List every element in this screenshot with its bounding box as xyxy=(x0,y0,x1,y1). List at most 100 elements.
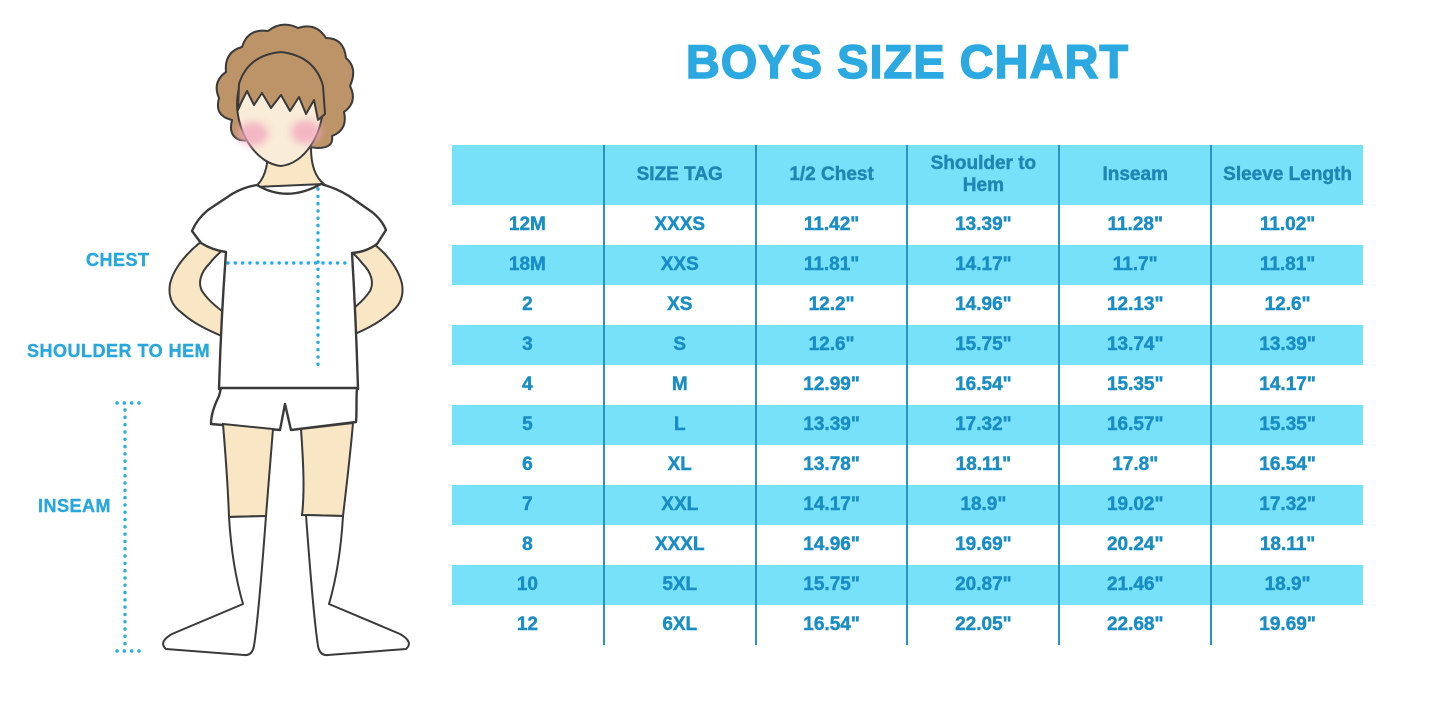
value-cell: 11.02" xyxy=(1259,214,1316,235)
table-row: 2 XS 12.2" 14.96" 12.13" 12.6" xyxy=(452,285,1363,325)
size-cell: 3 xyxy=(452,325,605,365)
value-cell: XXXL xyxy=(603,525,757,565)
value-cell: 17.32" xyxy=(1211,485,1363,525)
value-cell: 14.96" xyxy=(907,285,1061,325)
inseam-label: INSEAM xyxy=(38,496,112,516)
right-sock xyxy=(305,514,410,657)
value-cell: 15.35" xyxy=(1211,405,1363,445)
value-cell: XXS xyxy=(603,245,757,285)
table-row: 7 XXL 14.17" 18.9" 19.02" 17.32" xyxy=(452,485,1363,525)
header-inseam: Inseam xyxy=(1059,145,1213,205)
size-table-header: SIZE TAG 1/2 Chest Shoulder to Hem Insea… xyxy=(452,145,1363,205)
size-cell: 18M xyxy=(452,245,605,285)
value-cell: 13.39" xyxy=(1211,325,1363,365)
hair-fringe xyxy=(237,51,326,121)
value-cell: 14.96" xyxy=(755,525,909,565)
table-row: 3 S 12.6" 15.75" 13.74" 13.39" xyxy=(452,325,1363,365)
value-cell: 19.69" xyxy=(1259,614,1316,635)
table-row: 4 M 12.99" 16.54" 15.35" 14.17" xyxy=(452,365,1363,405)
value-cell: 14.17" xyxy=(755,485,909,525)
page-title: BOYS SIZE CHART xyxy=(685,34,1130,88)
chest-label: CHEST xyxy=(86,250,150,270)
value-cell: 5XL xyxy=(603,565,757,605)
value-cell: 18.11" xyxy=(1259,534,1316,555)
value-cell: 19.69" xyxy=(907,525,1061,565)
value-cell: 16.54" xyxy=(755,605,909,645)
value-cell: 6XL xyxy=(603,605,757,645)
size-cell: 5 xyxy=(452,405,605,445)
value-cell: 16.54" xyxy=(1259,454,1316,475)
value-cell: 18.11" xyxy=(907,445,1061,485)
header-half-chest: 1/2 Chest xyxy=(755,145,909,205)
header-shoulder-to-hem: Shoulder to Hem xyxy=(907,145,1061,205)
t-shirt xyxy=(190,182,388,391)
table-row: 10 5XL 15.75" 20.87" 21.46" 18.9" xyxy=(452,565,1363,605)
value-cell: 17.8" xyxy=(1059,445,1213,485)
table-row: 5 L 13.39" 17.32" 16.57" 15.35" xyxy=(452,405,1363,445)
value-cell: 17.32" xyxy=(907,405,1061,445)
value-cell: 18.9" xyxy=(907,485,1061,525)
size-table: SIZE TAG 1/2 Chest Shoulder to Hem Insea… xyxy=(452,145,1363,645)
cheek-right xyxy=(291,120,321,144)
table-row: 12 6XL 16.54" 22.05" 22.68" 19.69" xyxy=(452,605,1363,645)
value-cell: XS xyxy=(603,285,757,325)
value-cell: 16.57" xyxy=(1059,405,1213,445)
value-cell: 11.28" xyxy=(1059,205,1213,245)
value-cell: 13.39" xyxy=(907,205,1061,245)
size-table-container: SIZE TAG 1/2 Chest Shoulder to Hem Insea… xyxy=(452,145,1363,645)
size-cell: 4 xyxy=(452,365,605,405)
value-cell: 15.35" xyxy=(1059,365,1213,405)
table-row: 8 XXXL 14.96" 19.69" 20.24" 18.11" xyxy=(452,525,1363,565)
value-cell: 20.24" xyxy=(1059,525,1213,565)
value-cell: 15.75" xyxy=(907,325,1061,365)
right-leg xyxy=(299,421,355,518)
size-cell: 10 xyxy=(452,565,605,605)
boy-illustration xyxy=(115,23,410,657)
value-cell: 22.05" xyxy=(907,605,1061,645)
value-cell: 13.78" xyxy=(755,445,909,485)
value-cell: 13.74" xyxy=(1059,325,1213,365)
value-cell: 12.2" xyxy=(755,285,909,325)
value-cell: 13.39" xyxy=(755,405,909,445)
value-cell: 11.7" xyxy=(1059,245,1213,285)
value-cell: 21.46" xyxy=(1059,565,1213,605)
value-cell: 12.99" xyxy=(755,365,909,405)
value-cell: S xyxy=(603,325,757,365)
value-cell: M xyxy=(603,365,757,405)
cheek-left xyxy=(238,122,268,146)
table-row: 12M XXXS 11.42" 13.39" 11.28" 11.02" xyxy=(452,205,1363,245)
table-row: 18M XXS 11.81" 14.17" 11.7" 11.81" xyxy=(452,245,1363,285)
value-cell: 14.17" xyxy=(1259,374,1316,395)
shoulder-to-hem-label: SHOULDER TO HEM xyxy=(27,341,211,361)
value-cell: 19.02" xyxy=(1059,485,1213,525)
value-cell: L xyxy=(603,405,757,445)
left-sock xyxy=(162,515,267,657)
size-cell: 2 xyxy=(452,285,605,325)
value-cell: XXL xyxy=(603,485,757,525)
value-cell: 20.87" xyxy=(907,565,1061,605)
header-row: SIZE TAG 1/2 Chest Shoulder to Hem Insea… xyxy=(452,145,1363,205)
left-leg xyxy=(221,422,275,519)
value-cell: 22.68" xyxy=(1059,605,1213,645)
value-cell: XXXS xyxy=(603,205,757,245)
value-cell: 12.13" xyxy=(1059,285,1213,325)
size-cell: 12M xyxy=(452,205,605,245)
header-size xyxy=(452,145,605,205)
value-cell: 16.54" xyxy=(907,365,1061,405)
size-cell: 12 xyxy=(452,605,605,645)
header-sleeve-length: Sleeve Length xyxy=(1211,145,1363,205)
value-cell: 11.81" xyxy=(1211,245,1363,285)
size-cell: 8 xyxy=(452,525,605,565)
size-cell: 6 xyxy=(452,445,605,485)
value-cell: 11.42" xyxy=(755,205,909,245)
table-row: 6 XL 13.78" 18.11" 17.8" 16.54" xyxy=(452,445,1363,485)
value-cell: 14.17" xyxy=(907,245,1061,285)
size-cell: 7 xyxy=(452,485,605,525)
value-cell: 12.6" xyxy=(755,325,909,365)
shorts xyxy=(209,386,359,432)
header-size-tag: SIZE TAG xyxy=(603,145,757,205)
value-cell: XL xyxy=(603,445,757,485)
value-cell: 18.9" xyxy=(1211,565,1363,605)
size-table-body: 12M XXXS 11.42" 13.39" 11.28" 11.02" 18M XXS 11.… xyxy=(452,205,1363,645)
